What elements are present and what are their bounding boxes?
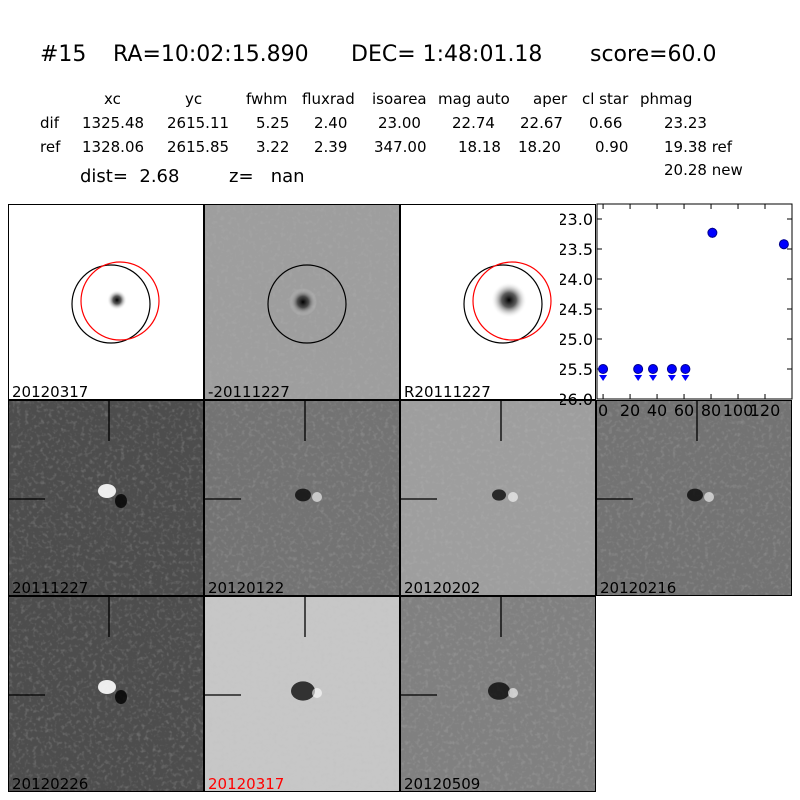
- ra: RA=10:02:15.890: [113, 42, 309, 67]
- column-header: isoarea: [372, 90, 427, 108]
- row-label: ref: [40, 138, 61, 156]
- data-point: [778, 239, 789, 250]
- ref-aperture-circle: [80, 261, 160, 341]
- y-tick-label: 24.5: [560, 300, 593, 319]
- data-point: [680, 364, 691, 374]
- dec: DEC= 1:48:01.18: [351, 42, 543, 67]
- column-header: mag auto: [438, 90, 510, 108]
- row-label: dif: [40, 114, 59, 132]
- cutout-panel: 20120122: [204, 400, 400, 596]
- cutout-panel: -20111227: [204, 204, 400, 400]
- upper-limit-marker: [634, 375, 643, 381]
- panel-date-label: 20120122: [208, 579, 285, 596]
- score: score=60.0: [590, 42, 717, 67]
- ref-aperture-circle: [472, 261, 552, 341]
- panel-date-label: 20120226: [12, 775, 89, 792]
- y-tick-label: 26.0: [560, 390, 593, 409]
- y-tick-label: 25.5: [560, 360, 593, 379]
- data-point: [598, 364, 609, 374]
- table-cell: 347.00: [374, 138, 427, 156]
- table-cell: 2615.85: [167, 138, 230, 156]
- cutout-panel: 20120317: [204, 596, 400, 792]
- x-tick-label: 120: [750, 401, 781, 420]
- table-cell: 5.25: [256, 114, 290, 132]
- upper-limit-marker: [667, 375, 676, 381]
- column-header: fluxrad: [302, 90, 355, 108]
- data-point: [648, 364, 659, 374]
- panel-date-label: 20111227: [12, 579, 89, 596]
- z-value: z= nan: [229, 166, 305, 187]
- column-header: xc: [104, 90, 121, 108]
- table-cell: 23.00: [378, 114, 421, 132]
- panel-date-label: R20111227: [404, 383, 491, 400]
- plot-area: [596, 203, 793, 400]
- table-cell: 2615.11: [167, 114, 230, 132]
- upper-limit-marker: [649, 375, 658, 381]
- column-header: aper: [533, 90, 568, 108]
- x-tick-label: 40: [647, 401, 667, 420]
- x-tick-label: 0: [598, 401, 608, 420]
- panel-date-label: 20120317: [12, 383, 89, 400]
- x-tick-label: 80: [701, 401, 721, 420]
- data-point: [633, 364, 644, 374]
- light-curve-plot: 23.0 23.5 24.0 24.5 25.0 25.5 26.0 0 20 40 60 80 100…: [560, 203, 793, 420]
- y-tick-label: 23.0: [560, 210, 593, 229]
- column-header: cl star: [582, 90, 629, 108]
- cutout-panel: 20120509: [400, 596, 596, 792]
- table-cell: 3.22: [256, 138, 290, 156]
- candidate-id: #15: [40, 42, 87, 67]
- x-tick-label: 100: [723, 401, 754, 420]
- cutout-panel: 20120317: [8, 204, 204, 400]
- upper-limit-marker: [681, 375, 690, 381]
- cutout-panel: R20111227: [400, 204, 596, 400]
- y-tick-label: 23.5: [560, 240, 593, 259]
- upper-limit-marker: [599, 375, 608, 381]
- cutout-panel: 20120202: [400, 400, 596, 596]
- table-cell: 22.67: [520, 114, 563, 132]
- panel-date-label: 20120216: [600, 579, 677, 596]
- table-cell: 0.90: [595, 138, 629, 156]
- table-cell: 2.40: [314, 114, 348, 132]
- panel-date-label: 20120317: [208, 775, 285, 792]
- new-mag: 20.28 new: [664, 161, 743, 179]
- data-point: [666, 364, 677, 374]
- table-cell: 2.39: [314, 138, 348, 156]
- column-header: yc: [185, 90, 203, 108]
- column-header: fwhm: [246, 90, 288, 108]
- x-tick-label: 60: [674, 401, 694, 420]
- y-tick-label: 25.0: [560, 330, 593, 349]
- table-cell: 19.38 ref: [664, 138, 733, 156]
- cutout-panel: 20120216: [596, 400, 792, 596]
- dist: dist= 2.68: [80, 166, 180, 187]
- dif-aperture-circle: [267, 264, 347, 344]
- panel-date-label: -20111227: [208, 383, 290, 400]
- data-point: [707, 227, 718, 238]
- dif-aperture-circle: [71, 264, 151, 344]
- panel-date-label: 20120202: [404, 579, 481, 596]
- table-cell: 18.18: [458, 138, 501, 156]
- x-tick-label: 20: [620, 401, 640, 420]
- table-cell: 1325.48: [82, 114, 145, 132]
- column-header: phmag: [640, 90, 693, 108]
- table-cell: 18.20: [518, 138, 561, 156]
- cutout-panel: 20120226: [8, 596, 204, 792]
- table-cell: 23.23: [664, 114, 707, 132]
- y-tick-label: 24.0: [560, 270, 593, 289]
- dif-aperture-circle: [463, 264, 543, 344]
- table-cell: 1328.06: [82, 138, 145, 156]
- table-cell: 0.66: [589, 114, 623, 132]
- cutout-panel: 20111227: [8, 400, 204, 596]
- table-cell: 22.74: [452, 114, 495, 132]
- panel-date-label: 20120509: [404, 775, 481, 792]
